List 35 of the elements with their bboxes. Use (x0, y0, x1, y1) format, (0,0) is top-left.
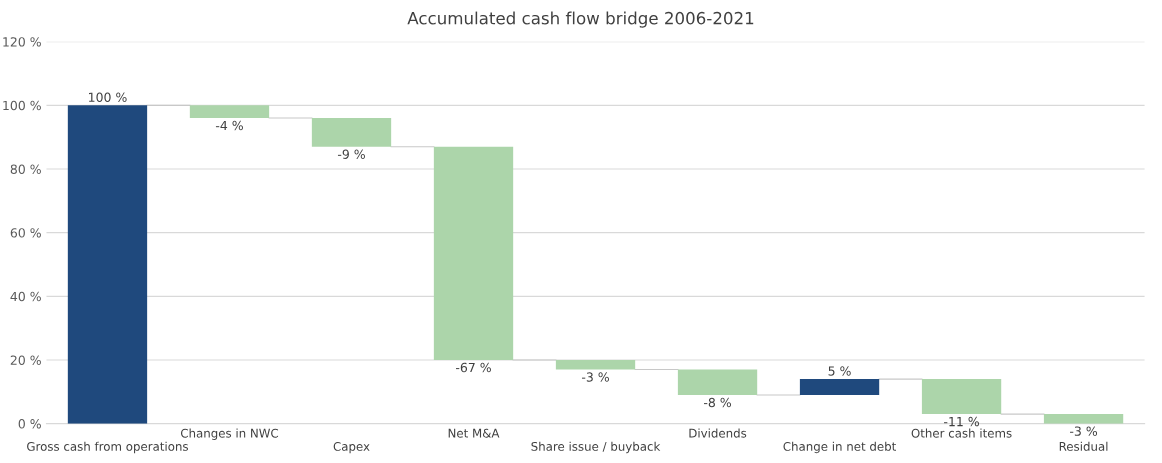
data-label: -4 % (215, 120, 243, 131)
x-tick-label: Residual (1059, 441, 1108, 451)
data-label: -9 % (337, 149, 365, 159)
bar (311, 118, 392, 147)
bar (67, 105, 148, 424)
x-tick-label: Share issue / buyback (531, 441, 661, 454)
y-tick-label: 100 % (3, 100, 41, 111)
bar (1043, 414, 1124, 424)
y-tick-label: 60 % (10, 228, 41, 238)
chart-title: Accumulated cash flow bridge 2006-2021 (407, 11, 754, 28)
data-label: -8 % (703, 397, 731, 408)
bar (677, 369, 758, 395)
x-tick-label: Change in net debt (783, 441, 896, 454)
x-tick-label: Net M&A (448, 428, 500, 438)
x-tick-label: Other cash items (911, 428, 1012, 438)
x-tick-label: Capex (333, 441, 370, 454)
y-tick-label: 120 % (3, 37, 41, 47)
data-label: -67 % (455, 362, 491, 373)
x-tick-label: Changes in NWC (180, 428, 279, 440)
bar (555, 359, 636, 370)
y-tick-label: 0 % (18, 419, 41, 429)
y-tick-label: 80 % (10, 164, 41, 174)
y-tick-label: 20 % (10, 355, 41, 365)
data-label: 100 % (89, 92, 127, 102)
data-label: -3 % (1070, 426, 1098, 436)
bar (433, 146, 514, 360)
data-label: 5 % (828, 366, 851, 376)
bar (799, 379, 880, 395)
bar (189, 105, 270, 119)
x-tick-label: Dividends (689, 428, 747, 438)
bar (921, 379, 1002, 415)
y-tick-label: 40 % (10, 291, 41, 302)
data-label: -11 % (944, 416, 979, 427)
x-tick-label: Gross cash from operations (27, 441, 188, 454)
data-label: -3 % (581, 372, 609, 382)
